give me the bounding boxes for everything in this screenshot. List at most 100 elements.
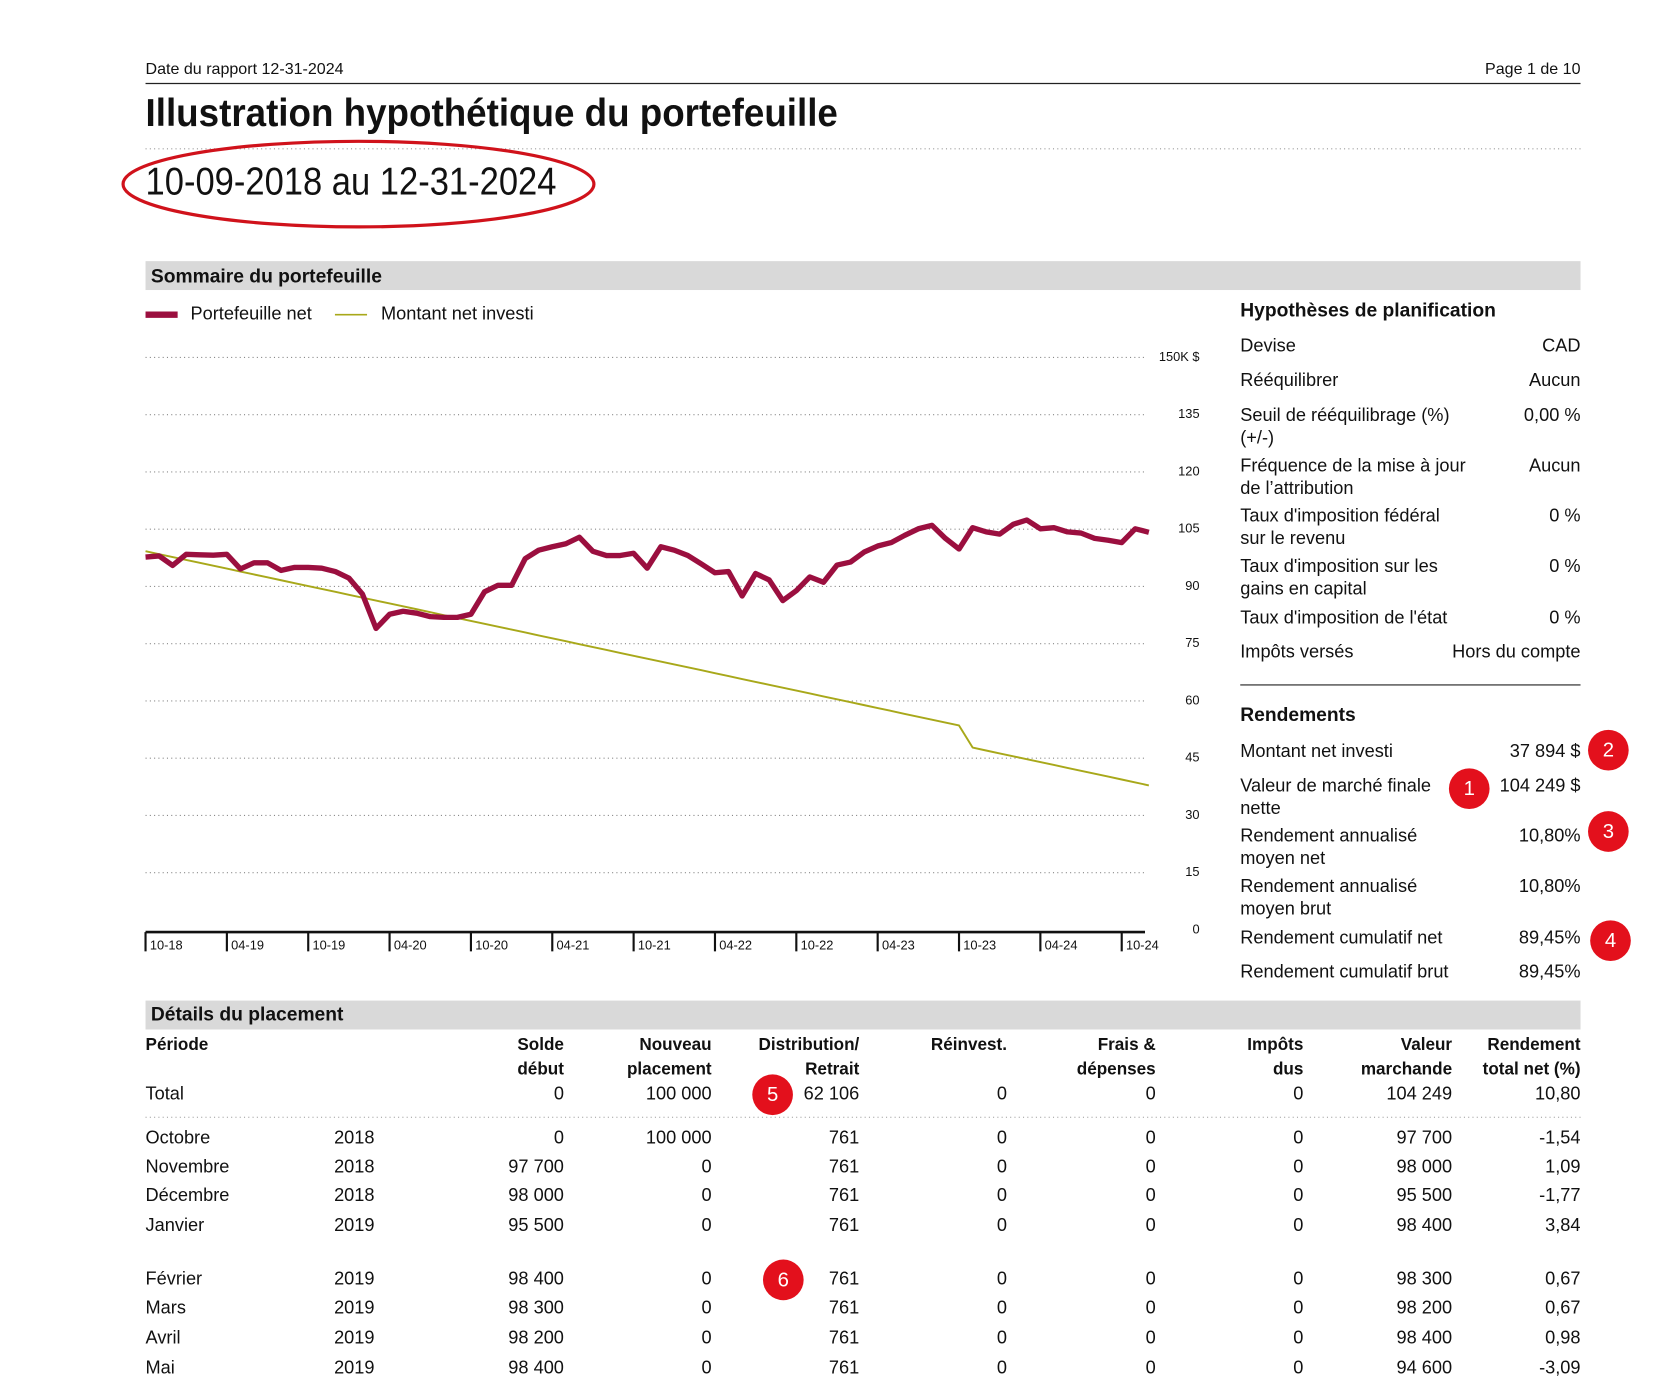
table-cell: 95 500: [508, 1215, 564, 1235]
table-cell: 98 200: [508, 1328, 564, 1348]
row-value: Hors du compte: [1452, 642, 1580, 662]
table-cell: 761: [829, 1215, 859, 1235]
section-title: Sommaire du portefeuille: [151, 266, 382, 287]
callout-badge: [1588, 729, 1629, 771]
table-cell: Janvier: [146, 1215, 205, 1235]
column-header: Réinvest.: [931, 1035, 1007, 1054]
table-cell: 0: [1293, 1358, 1303, 1378]
row-label: Rééquilibrer: [1240, 370, 1338, 390]
table-cell: 0: [701, 1328, 711, 1348]
table-cell: -3,09: [1539, 1358, 1580, 1378]
row-value: 89,45%: [1519, 927, 1581, 947]
table-cell: 0: [1146, 1269, 1156, 1289]
legend-label: Portefeuille net: [190, 303, 311, 323]
callout-badge: [1590, 920, 1631, 961]
row-label: Rendement annualisé: [1240, 826, 1417, 846]
total-cell: 0: [1146, 1084, 1156, 1104]
row-value: Aucun: [1529, 455, 1581, 475]
row-label: Impôts versés: [1240, 642, 1353, 662]
table-cell: 0: [1293, 1156, 1303, 1176]
table-cell: 0: [1146, 1215, 1156, 1235]
row-label: Rendement cumulatif brut: [1240, 962, 1448, 982]
column-header: Période: [146, 1035, 209, 1054]
y-tick-label: 150K $: [1159, 349, 1200, 364]
table-cell: Avril: [146, 1328, 181, 1348]
callout-number: 6: [778, 1269, 789, 1291]
callout-number: 2: [1603, 740, 1614, 762]
total-cell: 104 249: [1386, 1084, 1452, 1104]
x-tick-label: 10-18: [150, 937, 183, 952]
row-label: sur le revenu: [1240, 528, 1345, 548]
table-cell: -1,54: [1539, 1127, 1580, 1147]
x-tick-label: 04-19: [231, 937, 264, 952]
table-cell: 0: [997, 1127, 1007, 1147]
table-cell: 0: [1146, 1298, 1156, 1318]
table-cell: 0,67: [1545, 1298, 1580, 1318]
callout-badge: [1588, 811, 1629, 852]
table-cell: 0: [1146, 1156, 1156, 1176]
table-cell: 98 300: [508, 1298, 564, 1318]
row-label: Montant net investi: [1240, 741, 1393, 761]
table-cell: Octobre: [146, 1127, 211, 1147]
y-tick-label: 75: [1185, 635, 1199, 650]
row-label: moyen brut: [1240, 898, 1331, 918]
x-tick-label: 04-20: [394, 937, 427, 952]
table-cell: 2019: [334, 1328, 374, 1348]
table-cell: 0,67: [1545, 1269, 1580, 1289]
callout-number: 1: [1464, 778, 1475, 800]
table-cell: 2018: [334, 1185, 374, 1205]
callout-number: 4: [1605, 930, 1616, 952]
row-value: 89,45%: [1519, 962, 1581, 982]
table-cell: 2019: [334, 1298, 374, 1318]
row-value: 0 %: [1549, 607, 1580, 627]
y-tick-label: 105: [1178, 521, 1199, 536]
y-tick-label: 135: [1178, 406, 1199, 421]
row-label: Devise: [1240, 336, 1296, 356]
row-label: Fréquence de la mise à jour: [1240, 455, 1465, 475]
callout-badge: [1448, 768, 1490, 810]
table-cell: Février: [146, 1269, 203, 1289]
table-cell: 0: [1146, 1185, 1156, 1205]
panel-title: Rendements: [1240, 705, 1356, 726]
title: Illustration hypothétique du portefeuill…: [146, 92, 838, 135]
row-label: Valeur de marché finale: [1240, 775, 1431, 795]
series-line: [145, 550, 1150, 787]
column-header: placement: [627, 1060, 712, 1079]
row-label: Rendement annualisé: [1240, 876, 1417, 896]
table-cell: 0: [1146, 1127, 1156, 1147]
table-cell: Novembre: [146, 1156, 230, 1176]
column-header: dus: [1273, 1060, 1303, 1079]
table-cell: 98 000: [508, 1185, 564, 1205]
table-cell: 0: [997, 1328, 1007, 1348]
row-value: 10,80%: [1519, 826, 1581, 846]
highlight-ellipse: [121, 139, 596, 229]
table-cell: 0: [997, 1298, 1007, 1318]
table-cell: -1,77: [1539, 1185, 1580, 1205]
section-title: Détails du placement: [151, 1005, 344, 1026]
total-cell: Total: [146, 1084, 184, 1104]
x-tick-label: 04-21: [557, 937, 590, 952]
row-label: moyen net: [1240, 848, 1325, 868]
column-header: Valeur: [1401, 1035, 1453, 1054]
y-tick-label: 15: [1185, 864, 1199, 879]
callout-badge: [752, 1074, 793, 1116]
row-label: gains en capital: [1240, 578, 1366, 598]
x-tick-label: 10-20: [475, 937, 508, 952]
table-cell: 0: [701, 1269, 711, 1289]
row-value: Aucun: [1529, 370, 1581, 390]
y-tick-label: 30: [1185, 807, 1199, 822]
row-value: 0 %: [1549, 556, 1580, 576]
table-cell: Mars: [146, 1298, 186, 1318]
column-header: dépenses: [1077, 1060, 1156, 1079]
table-cell: 761: [829, 1358, 859, 1378]
table-cell: 0: [1293, 1127, 1303, 1147]
y-tick-label: 0: [1192, 921, 1199, 936]
table-cell: 2018: [334, 1156, 374, 1176]
x-tick-label: 04-24: [1045, 937, 1078, 952]
table-cell: 98 400: [508, 1358, 564, 1378]
page-number: Page 1 de 10: [1485, 60, 1581, 78]
table-cell: 100 000: [646, 1127, 712, 1147]
table-cell: 2018: [334, 1127, 374, 1147]
report-date: Date du rapport 12-31-2024: [146, 60, 344, 78]
